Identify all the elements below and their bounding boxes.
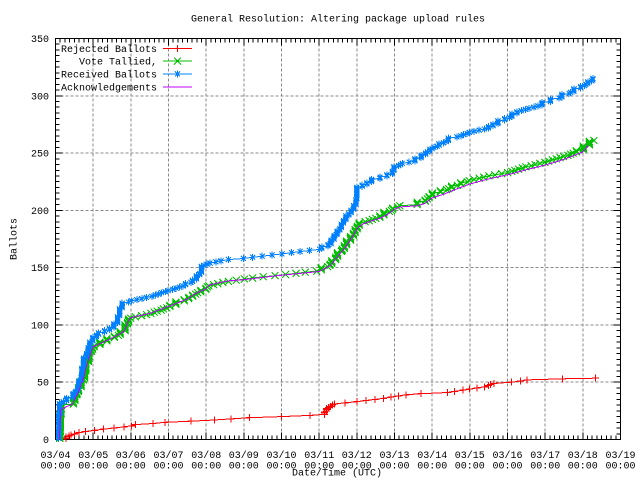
svg-text:03/12: 03/12 [342, 450, 372, 462]
svg-text:00:00: 00:00 [455, 462, 485, 473]
svg-text:00:00: 00:00 [191, 462, 221, 473]
svg-text:00:00: 00:00 [153, 462, 183, 473]
svg-text:00:00: 00:00 [342, 462, 372, 473]
svg-text:03/11: 03/11 [304, 450, 334, 462]
svg-text:00:00: 00:00 [229, 462, 259, 473]
svg-text:Vote Tallied,: Vote Tallied, [79, 57, 157, 69]
svg-text:03/19: 03/19 [605, 450, 635, 462]
svg-text:00:00: 00:00 [78, 462, 108, 473]
svg-text:00:00: 00:00 [605, 462, 635, 473]
svg-text:Acknowledgements: Acknowledgements [61, 82, 157, 94]
svg-text:200: 200 [31, 207, 49, 218]
svg-text:150: 150 [31, 264, 49, 275]
svg-text:350: 350 [31, 35, 49, 46]
svg-text:00:00: 00:00 [116, 462, 146, 473]
svg-text:00:00: 00:00 [304, 462, 334, 473]
svg-text:03/17: 03/17 [530, 450, 560, 462]
svg-text:03/05: 03/05 [78, 450, 108, 462]
svg-text:03/14: 03/14 [417, 450, 447, 462]
svg-text:0: 0 [43, 436, 49, 447]
svg-text:300: 300 [31, 92, 49, 103]
svg-text:03/13: 03/13 [379, 450, 409, 462]
svg-text:00:00: 00:00 [379, 462, 409, 473]
svg-text:03/16: 03/16 [492, 450, 522, 462]
svg-text:00:00: 00:00 [40, 462, 70, 473]
svg-text:03/09: 03/09 [229, 450, 259, 462]
svg-text:03/07: 03/07 [153, 450, 183, 462]
svg-text:Ballots: Ballots [9, 218, 21, 260]
svg-text:50: 50 [37, 379, 49, 390]
svg-text:100: 100 [31, 321, 49, 332]
svg-text:00:00: 00:00 [266, 462, 296, 473]
svg-text:00:00: 00:00 [417, 462, 447, 473]
svg-text:Rejected Ballots: Rejected Ballots [61, 44, 157, 56]
svg-text:03/08: 03/08 [191, 450, 221, 462]
svg-text:250: 250 [31, 150, 49, 161]
svg-text:00:00: 00:00 [568, 462, 598, 473]
svg-text:Date/Time (UTC): Date/Time (UTC) [292, 468, 382, 480]
svg-text:00:00: 00:00 [492, 462, 522, 473]
svg-text:Received Ballots: Received Ballots [61, 70, 157, 82]
svg-text:General Resolution: Altering p: General Resolution: Altering package upl… [191, 14, 485, 26]
svg-text:03/18: 03/18 [568, 450, 598, 462]
svg-text:03/15: 03/15 [455, 450, 485, 462]
svg-text:03/10: 03/10 [266, 450, 296, 462]
svg-text:03/04: 03/04 [40, 450, 70, 462]
svg-text:03/06: 03/06 [116, 450, 146, 462]
svg-text:00:00: 00:00 [530, 462, 560, 473]
